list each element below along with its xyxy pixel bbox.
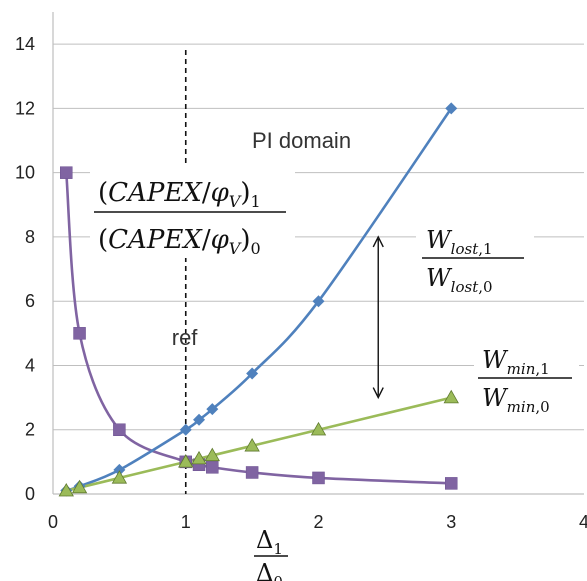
w-lost-numerator: Wlost,1 [426,226,493,258]
w-min-ratio-formula: Wmin,1 Wmin,0 [474,338,579,418]
series-line-w_min [65,396,452,493]
x-tick-label-1: 1 [181,512,191,532]
y-tick-label-2: 2 [25,420,35,440]
x-axis-variable-formula: Δ1 Δ0 [254,526,288,581]
data-point-w_lost-6 [246,367,259,380]
w-lost-ratio-formula: Wlost,1 Wlost,0 [416,218,534,296]
w-min-denominator: Wmin,0 [482,384,550,416]
double-arrow-head-top [372,235,384,248]
y-tick-label-14: 14 [15,34,35,54]
data-point-capex-6 [245,466,259,479]
capex-denominator: (CAPEX/φV)0 [98,225,261,258]
w-lost-denominator: Wlost,0 [426,264,493,296]
series-markers [58,102,459,497]
data-point-w_min-7 [310,421,327,436]
x-tick-label-2: 2 [313,512,323,532]
w-min-numerator: Wmin,1 [482,346,550,378]
data-point-w_min-4 [191,450,207,465]
data-point-w_min-1 [71,479,88,494]
data-point-capex-2 [113,423,126,436]
axes [52,12,584,495]
x-tick-label-4: 4 [579,512,587,532]
x-axis-numerator: Δ1 [256,526,283,558]
x-axis-denominator: Δ0 [256,559,283,581]
data-point-w_min-3 [178,454,194,468]
data-point-w_min-8 [443,389,459,404]
data-point-capex-5 [206,461,219,474]
y-tick-label-4: 4 [25,355,35,375]
series-line-w_lost [65,107,453,492]
data-point-w_lost-7 [312,295,325,308]
double-arrow-head-bottom [372,387,384,400]
data-point-capex-1 [73,327,86,340]
data-point-w_min-2 [111,470,128,484]
data-point-w_min-0 [58,482,74,497]
data-point-w_lost-4 [193,413,206,426]
double-arrow [372,235,384,400]
data-point-w_lost-2 [113,463,126,476]
data-point-w_min-5 [204,447,220,462]
pi-domain-label: PI domain [252,128,351,153]
data-point-capex-0 [60,166,73,179]
x-tick-label-3: 3 [446,512,456,532]
ref-label: ref [172,325,199,350]
y-tick-label-10: 10 [15,163,35,183]
y-tick-label-6: 6 [25,291,35,311]
y-tick-label-12: 12 [15,98,35,118]
capex-ratio-formula: (CAPEX/φV)1 (CAPEX/φV)0 [90,166,295,258]
data-point-w_lost-5 [206,403,219,416]
data-point-w_min-6 [244,437,260,452]
y-tick-label-8: 8 [25,227,35,247]
data-point-w_lost-3 [179,423,192,436]
capex-numerator: (CAPEX/φV)1 [98,178,261,211]
x-tick-label-0: 0 [48,512,58,532]
data-point-w_lost-8 [445,102,458,115]
data-point-capex-7 [312,471,325,485]
y-tick-label-0: 0 [25,484,35,504]
data-point-capex-8 [445,477,458,490]
